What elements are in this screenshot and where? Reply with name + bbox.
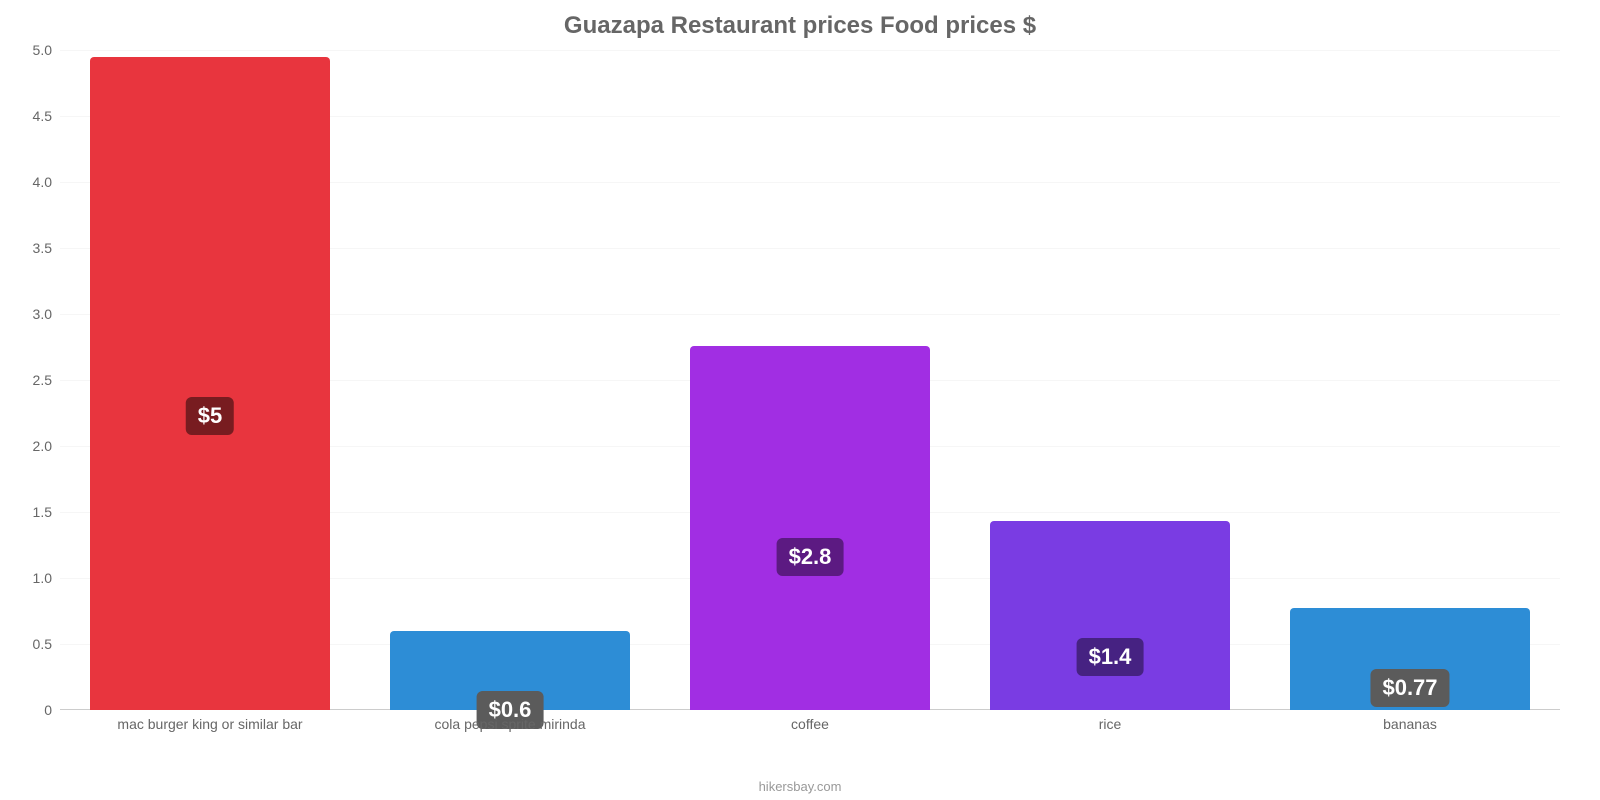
bar-slot: $0.6 (360, 50, 660, 710)
bar: $5 (90, 57, 330, 710)
x-tick-label: coffee (660, 710, 960, 740)
x-tick-label: cola pepsi sprite mirinda (360, 710, 660, 740)
bar-value-label: $0.77 (1370, 669, 1449, 707)
bar-value-label: $1.4 (1077, 638, 1144, 676)
y-tick-label: 2.0 (33, 438, 60, 454)
bar: $0.77 (1290, 608, 1530, 710)
y-tick-label: 0 (44, 702, 60, 718)
y-tick-label: 1.0 (33, 570, 60, 586)
y-tick-label: 4.5 (33, 108, 60, 124)
plot-area: 00.51.01.52.02.53.03.54.04.55.0 $5$0.6$2… (60, 50, 1560, 710)
bar-slot: $0.77 (1260, 50, 1560, 710)
y-tick-label: 5.0 (33, 42, 60, 58)
bar: $0.6 (390, 631, 630, 710)
x-tick-label: rice (960, 710, 1260, 740)
bar-slot: $1.4 (960, 50, 1260, 710)
bar: $1.4 (990, 521, 1230, 710)
bar-value-label: $2.8 (777, 538, 844, 576)
x-axis-labels: mac burger king or similar barcola pepsi… (60, 710, 1560, 740)
x-tick-label: mac burger king or similar bar (60, 710, 360, 740)
x-tick-label: bananas (1260, 710, 1560, 740)
bar-slot: $2.8 (660, 50, 960, 710)
chart-footer: hikersbay.com (0, 779, 1600, 794)
y-tick-label: 2.5 (33, 372, 60, 388)
y-tick-label: 1.5 (33, 504, 60, 520)
bars-container: $5 $0.6 $2.8 $1.4 $0.77 (60, 50, 1560, 710)
y-tick-label: 4.0 (33, 174, 60, 190)
bar-slot: $5 (60, 50, 360, 710)
chart-area: 00.51.01.52.02.53.03.54.04.55.0 $5$0.6$2… (60, 50, 1560, 740)
bar-value-label: $5 (186, 397, 234, 435)
bar: $2.8 (690, 346, 930, 710)
y-tick-label: 0.5 (33, 636, 60, 652)
chart-title: Guazapa Restaurant prices Food prices $ (0, 0, 1600, 48)
y-tick-label: 3.0 (33, 306, 60, 322)
y-tick-label: 3.5 (33, 240, 60, 256)
